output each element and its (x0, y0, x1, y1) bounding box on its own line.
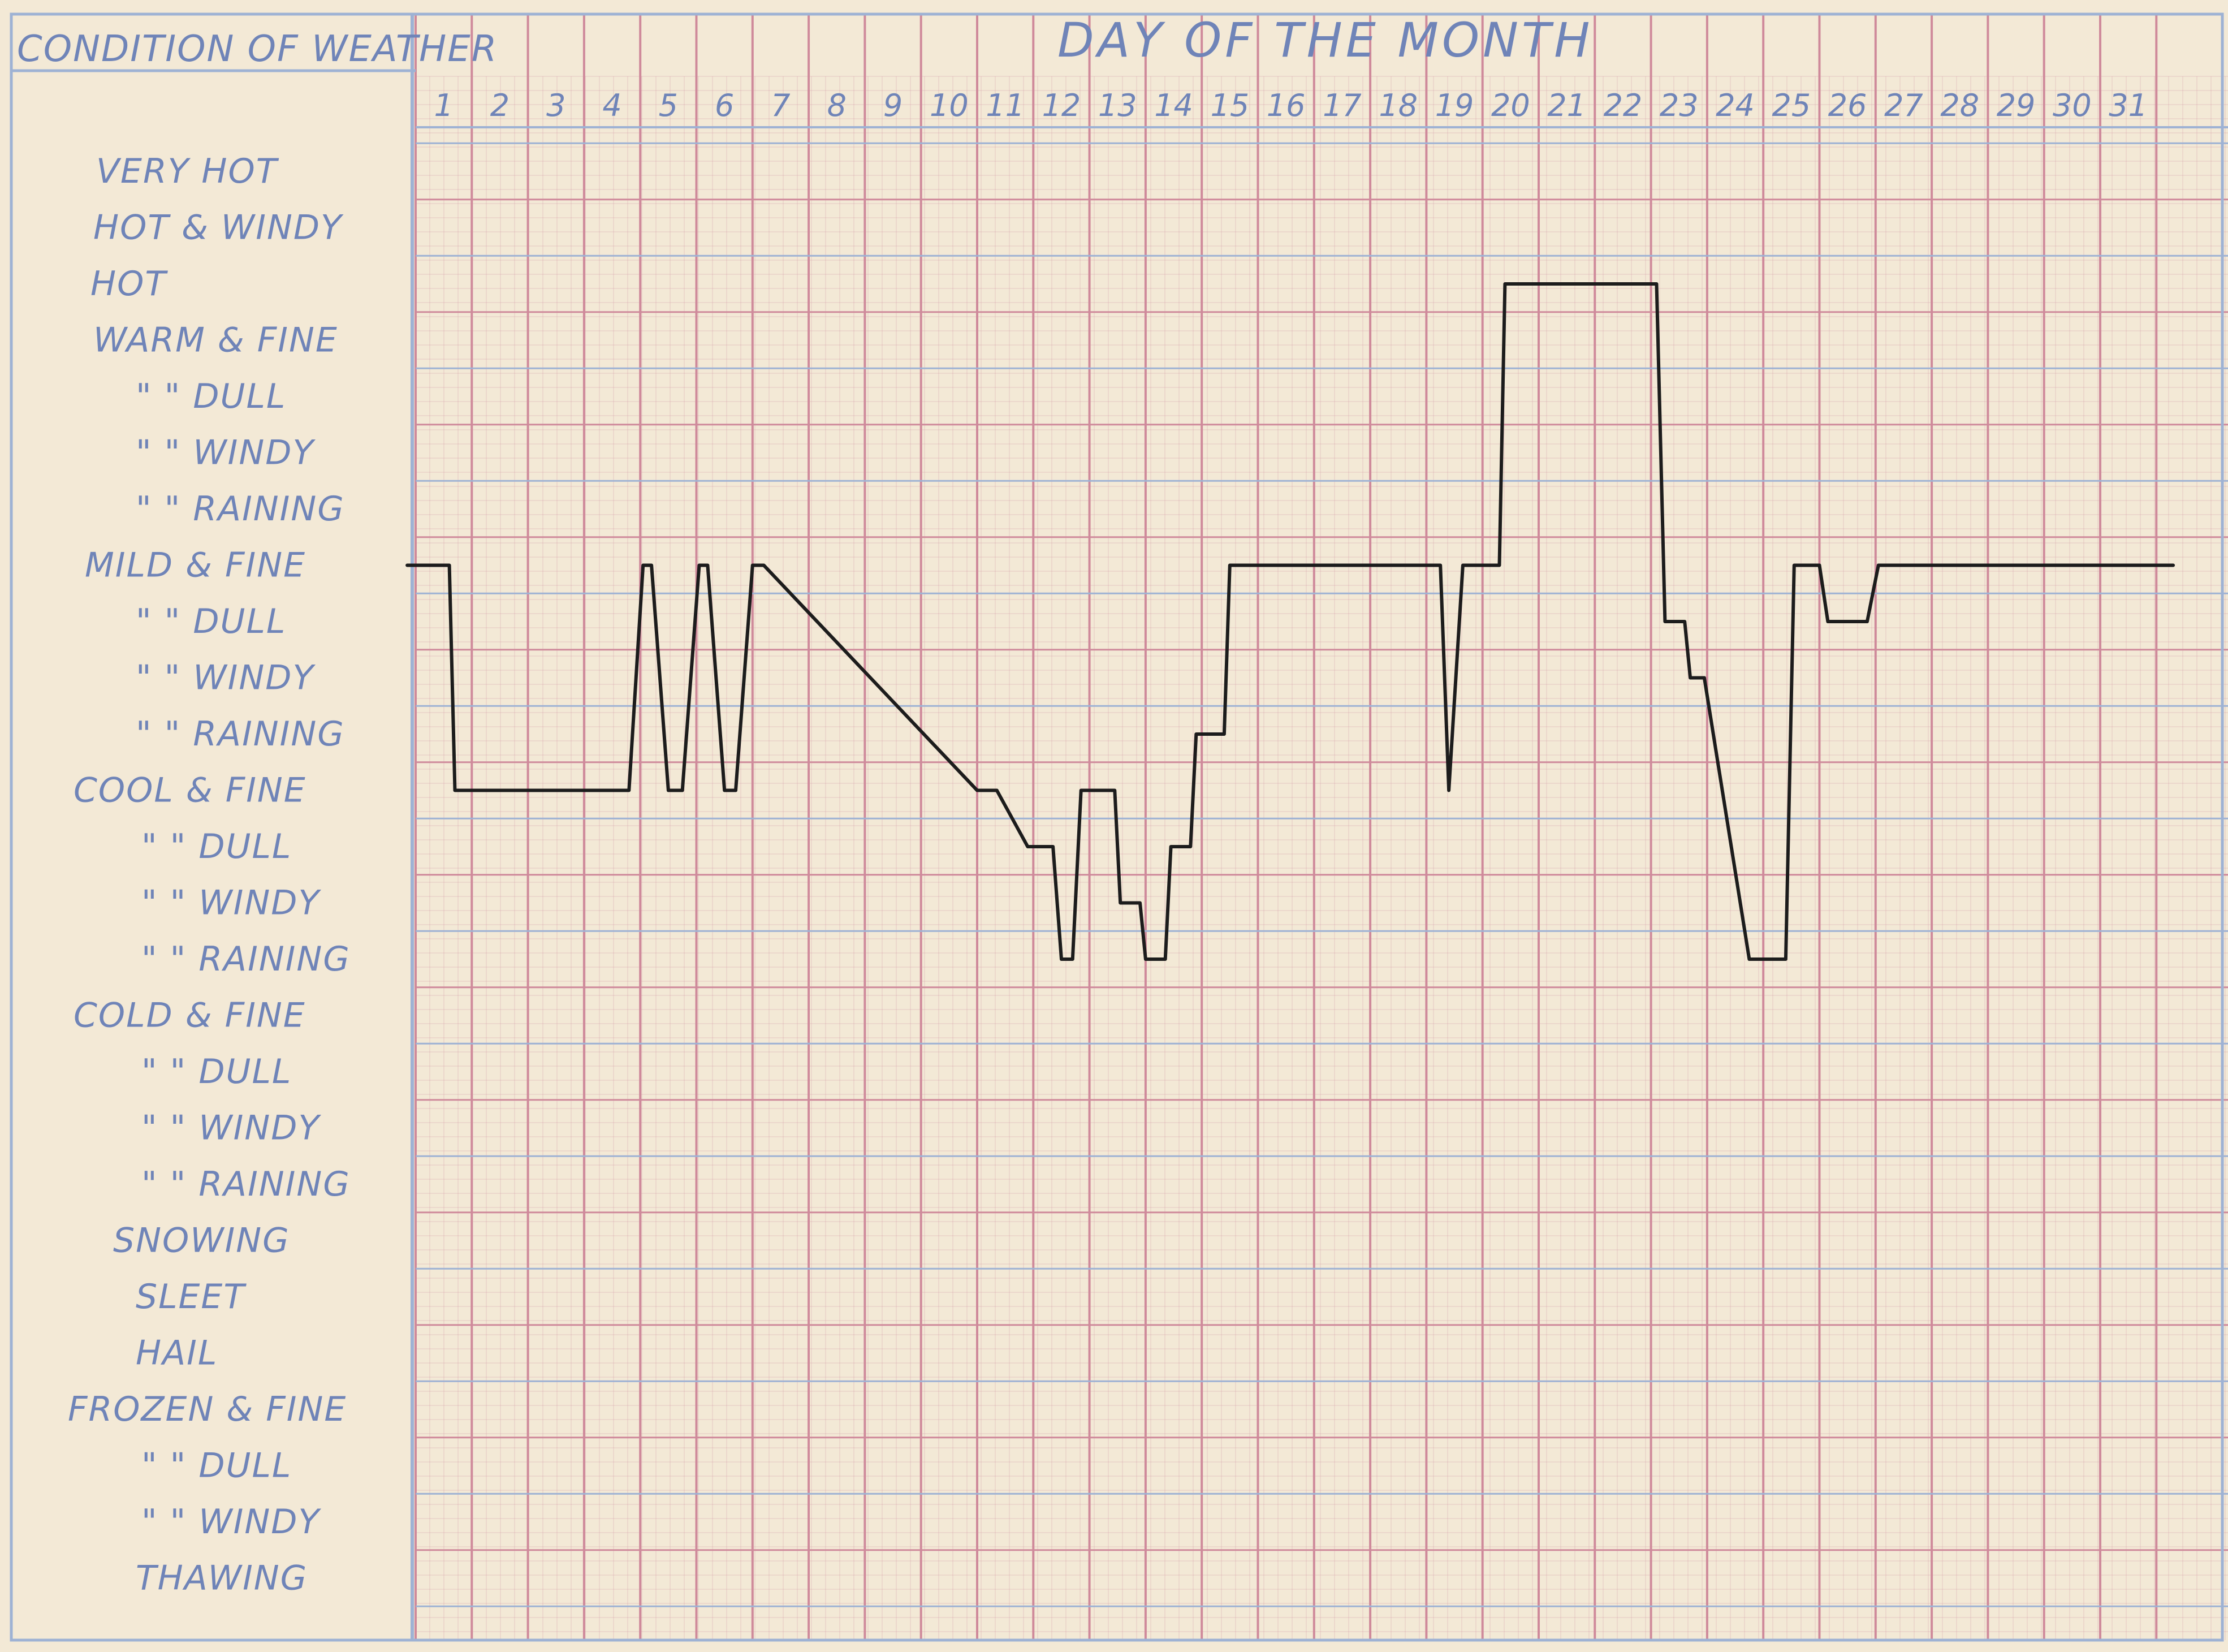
day-tick-label: 17 (1323, 88, 1362, 123)
condition-label: FROZEN & FINE (68, 1390, 347, 1429)
day-tick-label: 13 (1098, 88, 1137, 123)
condition-label: " " RAINING (136, 714, 345, 754)
condition-label: COOL & FINE (74, 771, 306, 810)
condition-label: " " WINDY (136, 433, 316, 473)
day-tick-label: 19 (1435, 88, 1474, 123)
day-tick-label: 11 (986, 88, 1025, 123)
condition-label: " " DULL (136, 377, 286, 416)
condition-label: " " RAINING (136, 489, 345, 529)
day-tick-label: 12 (1042, 88, 1081, 123)
condition-label: COLD & FINE (74, 996, 306, 1036)
day-tick-label: 30 (2053, 88, 2092, 123)
day-tick-label: 9 (883, 88, 903, 123)
day-tick-label: 27 (1884, 88, 1923, 123)
day-tick-label: 16 (1267, 88, 1306, 123)
day-tick-label: 7 (771, 88, 790, 123)
day-tick-label: 14 (1154, 88, 1193, 123)
day-tick-label: 26 (1828, 88, 1867, 123)
weather-trace (405, 282, 2175, 961)
condition-label: " " DULL (141, 1446, 292, 1486)
day-tick-label: 8 (827, 88, 847, 123)
condition-label: " " DULL (141, 1052, 292, 1092)
day-tick-label: 29 (1997, 88, 2036, 123)
condition-label: " " WINDY (141, 1502, 321, 1542)
condition-label: HOT (90, 264, 168, 304)
day-tick-label: 4 (602, 88, 621, 123)
condition-label: VERY HOT (96, 152, 279, 191)
grid (414, 14, 2228, 1640)
condition-label: " " DULL (136, 602, 286, 641)
day-tick-label: 31 (2109, 88, 2148, 123)
condition-label: " " DULL (141, 827, 292, 866)
day-tick-label: 22 (1604, 88, 1643, 123)
day-tick-label: 21 (1547, 88, 1586, 123)
day-tick-label: 25 (1772, 88, 1811, 123)
outer-border (10, 12, 2224, 1642)
day-tick-label: 28 (1940, 88, 1979, 123)
condition-label: WARM & FINE (93, 321, 338, 360)
day-tick-label: 3 (546, 88, 565, 123)
day-tick-labels: 1 2 3 4 5 6 7 8 9 10 11 12 13 14 15 16 17 18 19 20 21 22 23 24 2… (434, 88, 2148, 123)
day-tick-label: 2 (490, 88, 509, 123)
day-tick-label: 24 (1716, 88, 1755, 123)
condition-label: " " WINDY (141, 883, 321, 923)
condition-label: MILD & FINE (85, 546, 306, 585)
day-tick-label: 6 (715, 88, 734, 123)
condition-labels: VERY HOT HOT & WINDY HOT WARM & FINE " " DUL… (68, 152, 351, 1598)
condition-label: " " WINDY (141, 1108, 321, 1148)
series-line (405, 282, 2175, 961)
day-tick-label: 5 (659, 88, 678, 123)
day-tick-label: 1 (434, 88, 453, 123)
y-axis-title: CONDITION OF WEATHER (17, 28, 498, 70)
condition-label: " " WINDY (136, 658, 316, 698)
condition-label: THAWING (136, 1559, 308, 1598)
day-tick-label: 20 (1491, 88, 1530, 123)
condition-label: HOT & WINDY (93, 208, 344, 248)
condition-label: " " RAINING (141, 1164, 351, 1204)
condition-label: " " RAINING (141, 939, 351, 979)
condition-label: SNOWING (113, 1221, 290, 1261)
day-tick-label: 18 (1379, 88, 1418, 123)
chart-title: DAY OF THE MONTH (1057, 12, 1593, 68)
condition-label: HAIL (136, 1334, 218, 1373)
condition-label: SLEET (136, 1277, 247, 1317)
frame (10, 12, 2228, 1642)
day-tick-label: 15 (1210, 88, 1249, 123)
day-tick-label: 23 (1660, 88, 1699, 123)
day-tick-label: 10 (930, 88, 969, 123)
